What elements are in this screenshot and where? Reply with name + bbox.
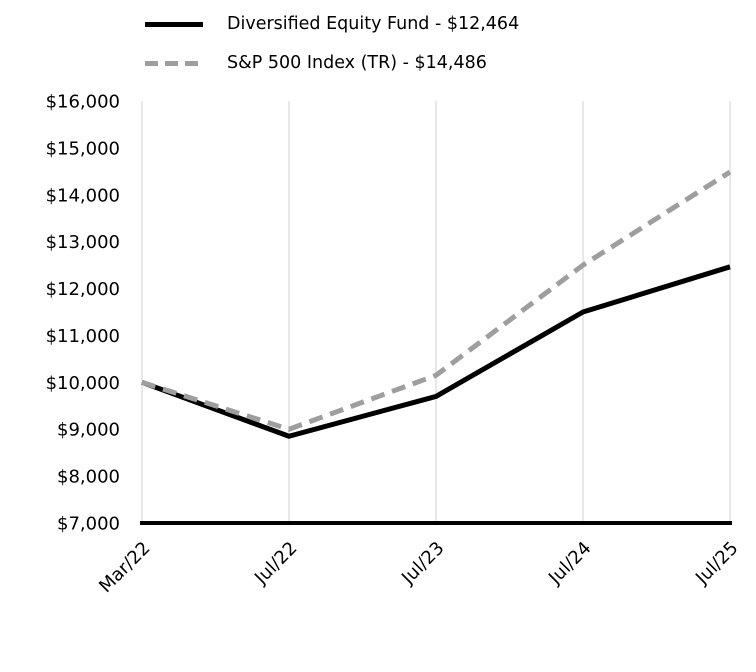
x-tick-label: Jul/25 bbox=[691, 538, 742, 589]
legend-item-index: S&P 500 Index (TR) - $14,486 bbox=[145, 51, 519, 75]
legend-label-fund: Diversified Equity Fund - $12,464 bbox=[227, 14, 520, 34]
x-tick-label: Jul/23 bbox=[397, 538, 448, 589]
y-tick-label: $15,000 bbox=[46, 138, 120, 159]
x-tick-label: Jul/24 bbox=[544, 538, 595, 589]
y-tick-label: $12,000 bbox=[46, 279, 120, 300]
y-tick-label: $7,000 bbox=[57, 514, 120, 535]
legend-item-fund: Diversified Equity Fund - $12,464 bbox=[145, 12, 519, 36]
x-tick-label: Mar/22 bbox=[95, 538, 154, 597]
legend-label-index: S&P 500 Index (TR) - $14,486 bbox=[227, 53, 487, 73]
series-line-index bbox=[141, 169, 732, 432]
index-line-sample-icon bbox=[145, 60, 203, 66]
y-tick-label: $11,000 bbox=[46, 326, 120, 347]
y-tick-label: $10,000 bbox=[46, 373, 120, 394]
y-tick-label: $9,000 bbox=[57, 420, 120, 441]
y-tick-label: $14,000 bbox=[46, 185, 120, 206]
fund-line-sample-icon bbox=[145, 21, 203, 27]
y-tick-label: $8,000 bbox=[57, 467, 120, 488]
y-tick-label: $13,000 bbox=[46, 232, 120, 253]
chart-legend: Diversified Equity Fund - $12,464 S&P 50… bbox=[145, 12, 519, 75]
x-tick-label: Jul/22 bbox=[250, 538, 301, 589]
series-line-fund bbox=[141, 264, 731, 439]
y-tick-label: $16,000 bbox=[46, 92, 120, 113]
